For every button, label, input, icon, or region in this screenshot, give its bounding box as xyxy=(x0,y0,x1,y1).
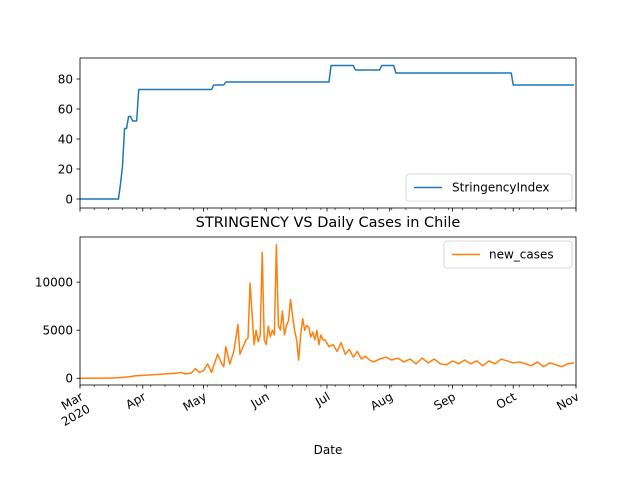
stringency-y-ticks: 0 20 40 60 80 xyxy=(58,72,80,206)
stringency-y-tick-label: 40 xyxy=(58,132,73,146)
cases-line-layer xyxy=(79,243,575,380)
cases-legend-box xyxy=(443,240,573,269)
cases-axes-frame xyxy=(79,236,577,386)
cases-legend: new_cases xyxy=(443,240,573,269)
stringency-legend-label: StringencyIndex xyxy=(452,181,550,195)
stringency-line-layer xyxy=(80,64,574,200)
stringency-x-ticks xyxy=(79,208,577,212)
stringency-y-tick-label: 0 xyxy=(65,192,73,206)
cases-y-ticks: 0 5000 10000 xyxy=(35,275,80,386)
stringency-axes: 0 20 40 60 80 StringencyIndex xyxy=(58,57,577,212)
stringency-y-tick-label: 80 xyxy=(58,72,73,86)
stringency-legend: StringencyIndex xyxy=(405,173,573,202)
cases-y-tick-label: 5000 xyxy=(42,324,73,338)
cases-x-tick-label: Jul xyxy=(312,389,332,409)
stringency-series-line xyxy=(80,64,574,200)
stringency-y-tick-label: 60 xyxy=(58,102,73,116)
stringency-axes-frame xyxy=(79,57,577,209)
chart-title: STRINGENCY VS Daily Cases in Chile xyxy=(196,215,461,231)
stringency-y-tick-label: 20 xyxy=(58,162,73,176)
x-axis-label: Date xyxy=(314,443,343,457)
cases-y-tick-label: 10000 xyxy=(35,275,73,289)
cases-legend-label: new_cases xyxy=(489,248,554,262)
stringency-legend-box xyxy=(405,173,573,202)
cases-series-line xyxy=(79,243,575,380)
cases-y-tick-label: 0 xyxy=(65,372,73,386)
